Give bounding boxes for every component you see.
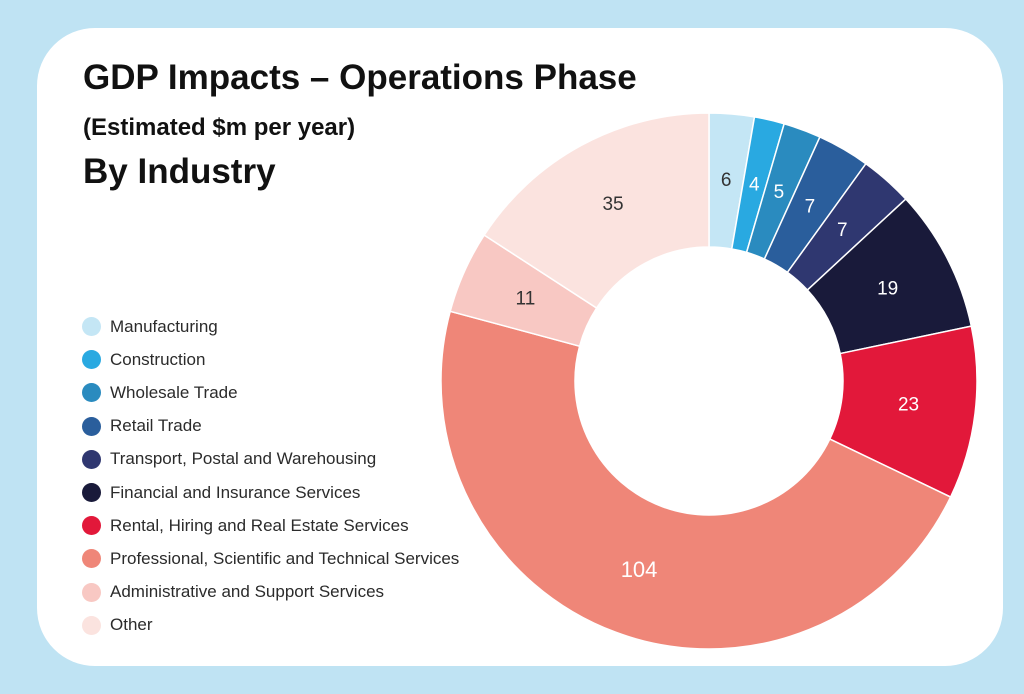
legend-swatch-financial — [82, 483, 101, 503]
legend-label-retail-trade: Retail Trade — [110, 416, 202, 436]
legend-label-rental: Rental, Hiring and Real Estate Services — [110, 515, 409, 535]
legend-swatch-professional — [82, 549, 101, 569]
legend-swatch-transport — [82, 449, 101, 469]
legend-label-manufacturing: Manufacturing — [110, 316, 218, 336]
chart-title: GDP Impacts – Operations Phase — [83, 58, 637, 97]
donut-slice-professional-scientific-and-technical-services — [440, 310, 952, 650]
donut-slice-other — [483, 112, 710, 310]
legend-label-financial: Financial and Insurance Services — [110, 482, 361, 502]
legend: Manufacturing Construction Wholesale Tra… — [82, 310, 459, 642]
legend-swatch-wholesale-trade — [82, 383, 101, 403]
legend-swatch-other — [82, 615, 101, 635]
legend-swatch-construction — [82, 350, 101, 370]
legend-label-construction: Construction — [110, 349, 206, 369]
donut-label-construction: 4 — [749, 175, 760, 196]
legend-swatch-administrative — [82, 582, 101, 602]
donut-label-administrative-and-support-services: 11 — [516, 289, 536, 310]
legend-label-transport: Transport, Postal and Warehousing — [110, 449, 377, 469]
donut-label-wholesale-trade: 5 — [774, 182, 785, 203]
legend-label-wholesale-trade: Wholesale Trade — [110, 382, 238, 402]
donut-label-transport-postal-and-warehousing: 7 — [837, 220, 848, 241]
donut-label-retail-trade: 7 — [805, 197, 816, 218]
legend-item-construction: Construction — [82, 343, 459, 376]
legend-item-transport: Transport, Postal and Warehousing — [82, 443, 459, 476]
legend-item-other: Other — [82, 609, 459, 642]
chart-subtitle: (Estimated $m per year) — [83, 114, 356, 141]
legend-item-wholesale-trade: Wholesale Trade — [82, 376, 459, 409]
legend-item-professional: Professional, Scientific and Technical S… — [82, 542, 459, 575]
legend-item-financial: Financial and Insurance Services — [82, 476, 459, 509]
legend-label-other: Other — [110, 615, 153, 635]
donut-label-other: 35 — [602, 194, 623, 215]
legend-item-administrative: Administrative and Support Services — [82, 576, 459, 609]
legend-swatch-retail-trade — [82, 416, 101, 436]
donut-label-rental-hiring-and-real-estate-services: 23 — [898, 395, 919, 416]
chart-group-heading: By Industry — [83, 152, 276, 191]
donut-label-professional-scientific-and-technical-services: 104 — [621, 557, 658, 582]
legend-label-professional: Professional, Scientific and Technical S… — [110, 548, 460, 568]
legend-item-rental: Rental, Hiring and Real Estate Services — [82, 509, 459, 542]
legend-item-retail-trade: Retail Trade — [82, 410, 459, 443]
donut-label-financial-and-insurance-services: 19 — [877, 278, 898, 299]
legend-swatch-manufacturing — [82, 317, 101, 337]
legend-label-administrative: Administrative and Support Services — [110, 582, 385, 602]
legend-swatch-rental — [82, 516, 101, 536]
legend-item-manufacturing: Manufacturing — [82, 310, 459, 343]
donut-label-manufacturing: 6 — [721, 170, 732, 191]
